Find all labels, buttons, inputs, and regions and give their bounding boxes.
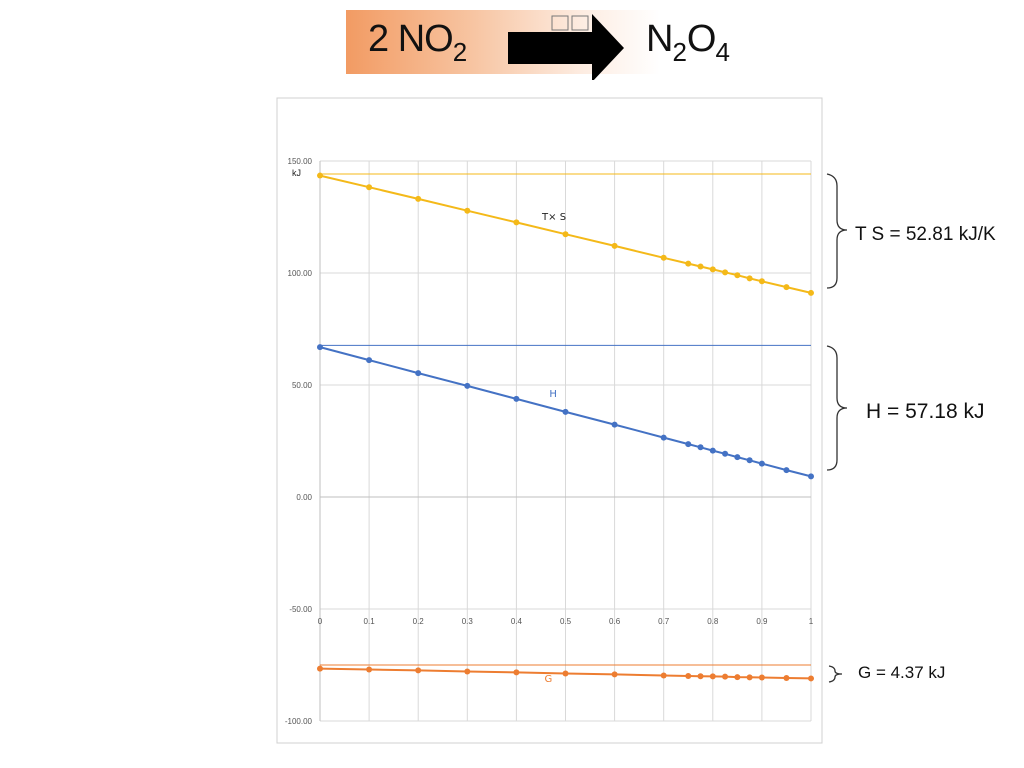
data-point [415, 667, 422, 674]
x-tick-label: 0.7 [658, 617, 670, 626]
reactant-subscript: 2 [452, 37, 468, 67]
data-point [783, 284, 790, 291]
x-tick-label: 0.6 [609, 617, 621, 626]
product-subscript-o: 4 [715, 37, 730, 67]
x-tick-label: 1 [809, 617, 814, 626]
data-point [562, 231, 569, 238]
braces [826, 173, 848, 683]
reactant-species: NO [397, 18, 454, 60]
data-point [722, 673, 729, 680]
data-point [317, 344, 323, 351]
unit-label: kJ [292, 168, 301, 178]
data-point [660, 434, 667, 441]
data-point [734, 272, 741, 279]
y-tick-label: 100.00 [288, 269, 313, 278]
data-point [685, 672, 692, 679]
data-point [758, 278, 765, 285]
x-tick-label: 0.2 [413, 617, 425, 626]
series-layer: T× S H G [317, 172, 814, 685]
data-point [709, 266, 716, 273]
data-point [734, 454, 741, 461]
data-point [734, 674, 741, 681]
product-element-n: N [646, 18, 673, 60]
data-point [317, 665, 323, 672]
series-label: G [544, 674, 552, 685]
series-label: H [549, 389, 557, 400]
ts-brace [826, 173, 848, 289]
x-tick-label: 0.4 [511, 617, 523, 626]
data-point [366, 184, 373, 191]
product-formula: N2O4 [646, 20, 730, 65]
data-point [758, 674, 765, 681]
x-tick-label: 0 [318, 617, 323, 626]
data-point [808, 473, 814, 480]
x-tick-label: 0.8 [707, 617, 719, 626]
y-tick-label: -100.00 [285, 717, 313, 726]
h-brace [826, 345, 848, 471]
data-point [758, 460, 765, 467]
data-point [808, 675, 814, 682]
data-point [697, 673, 704, 680]
data-point [513, 395, 520, 402]
data-point [562, 670, 569, 677]
data-point [722, 269, 729, 276]
ts-annotation: T S = 52.81 kJ/K [855, 224, 996, 245]
data-point [709, 673, 716, 680]
y-tick-label: -50.00 [289, 605, 312, 614]
data-point [415, 370, 422, 377]
x-tick-label: 0.3 [462, 617, 474, 626]
data-point [746, 275, 753, 282]
data-point [611, 671, 618, 678]
data-point [697, 263, 704, 270]
data-point [415, 195, 422, 202]
data-point [611, 242, 618, 249]
data-point [808, 289, 814, 296]
data-point [464, 668, 471, 675]
data-point [709, 447, 716, 454]
data-point [660, 672, 667, 679]
data-point [366, 666, 373, 673]
x-tick-label: 0.1 [364, 617, 376, 626]
data-point [513, 219, 520, 226]
product-element-o: O [686, 18, 717, 60]
data-point [746, 457, 753, 464]
y-tick-label: 0.00 [296, 493, 312, 502]
data-point [366, 357, 373, 364]
g-brace [828, 665, 843, 683]
x-tick-label: 0.9 [756, 617, 768, 626]
reference-lines [320, 173, 811, 666]
y-tick-label: 150.00 [288, 157, 313, 166]
data-point [783, 674, 790, 681]
reactant-coefficient: 2 [368, 18, 389, 60]
data-point [685, 441, 692, 448]
product-subscript-n: 2 [672, 37, 687, 67]
data-point [660, 254, 667, 261]
data-point [464, 382, 471, 389]
data-point [562, 408, 569, 415]
y-tick-label: 50.00 [292, 381, 313, 390]
h-annotation: H = 57.18 kJ [866, 400, 985, 423]
chart-frame [276, 97, 823, 744]
data-point [317, 172, 323, 179]
data-point [464, 207, 471, 214]
reactant-formula: 2 NO2 [368, 20, 467, 65]
g-annotation: G = 4.37 kJ [858, 663, 946, 682]
data-point [722, 450, 729, 457]
data-point [685, 260, 692, 267]
gridlines [319, 160, 812, 722]
data-point [513, 669, 520, 676]
data-point [697, 444, 704, 451]
tick-labels: 0 0.1 0.2 0.3 0.4 0.5 0.6 0.7 0.8 0.9 1 150.00 100.0… [285, 157, 814, 726]
data-point [611, 421, 618, 428]
reaction-arrow-icon [508, 14, 624, 80]
x-tick-label: 0.5 [560, 617, 572, 626]
data-point [746, 674, 753, 681]
data-point [783, 467, 790, 474]
series-label: T× S [541, 212, 566, 223]
